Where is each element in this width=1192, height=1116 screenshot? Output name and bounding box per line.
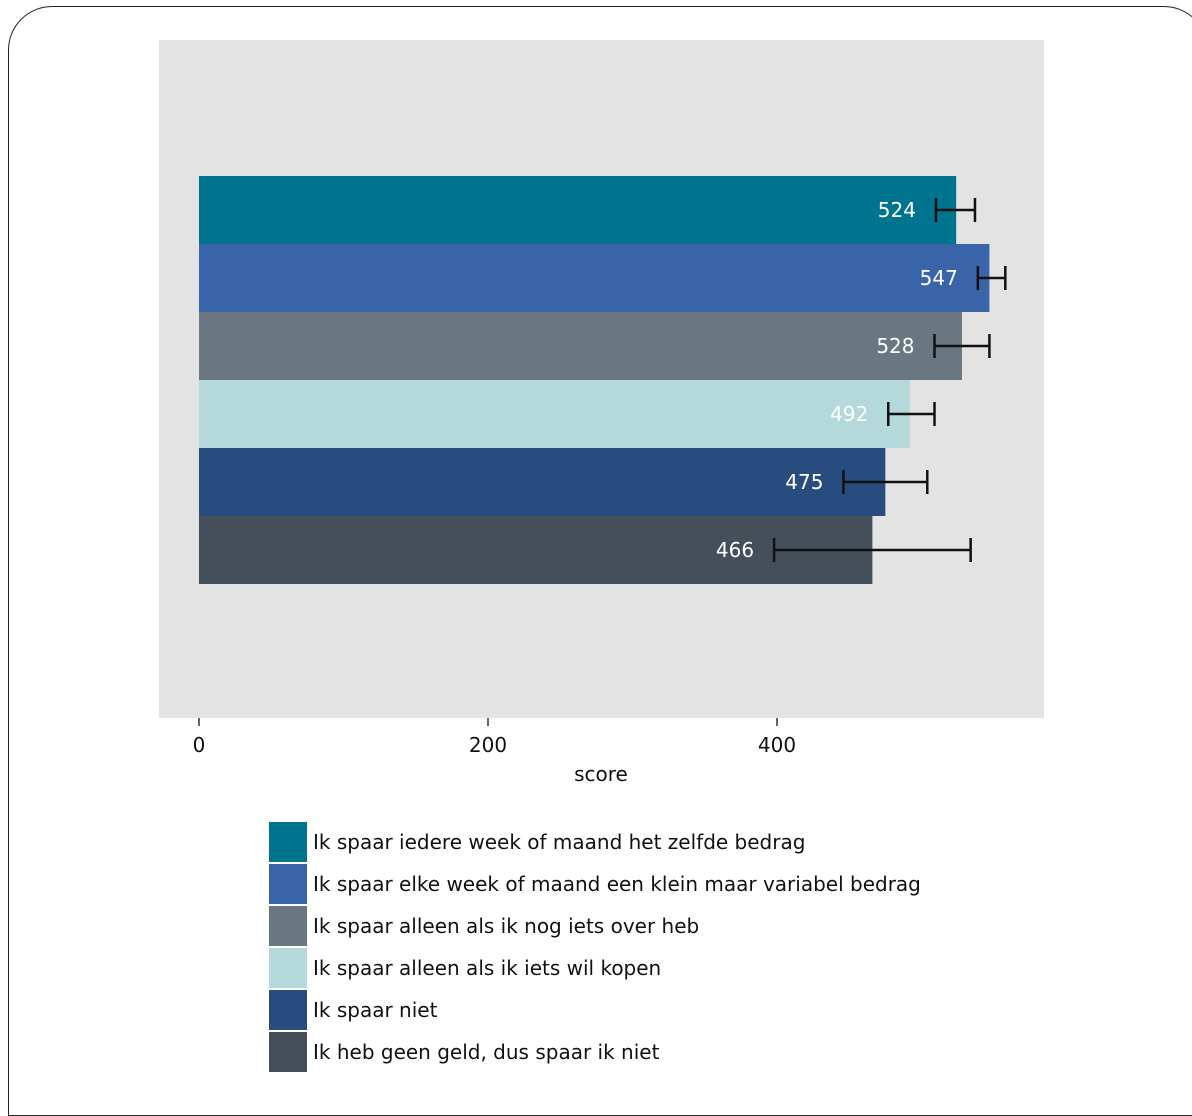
value-label-5: 475 [785, 470, 823, 494]
bar-4 [199, 380, 910, 448]
error-bar-3 [933, 334, 991, 358]
legend-label-4: Ik spaar alleen als ik iets wil kopen [313, 956, 662, 980]
legend-label-5: Ik spaar niet [313, 998, 438, 1022]
bar-6 [199, 516, 873, 584]
error-bar-1 [934, 198, 977, 222]
legend-swatch-5 [269, 990, 307, 1030]
legend-swatch-2 [269, 864, 307, 904]
error-bar-5 [842, 470, 929, 494]
x-axis-label: score [574, 762, 628, 786]
error-bar-2 [976, 266, 1007, 290]
legend-label-2: Ik spaar elke week of maand een klein ma… [313, 872, 921, 896]
bar-1 [199, 176, 957, 244]
x-tick-label-1: 0 [193, 733, 206, 757]
legend-label-6: Ik heb geen geld, dus spaar ik niet [313, 1040, 660, 1064]
x-tick-label-2: 200 [469, 733, 507, 757]
value-label-4: 492 [830, 402, 868, 426]
error-bar-6 [772, 538, 972, 562]
legend-label-3: Ik spaar alleen als ik nog iets over heb [313, 914, 700, 938]
value-label-6: 466 [716, 538, 754, 562]
bar-5 [199, 448, 886, 516]
value-label-3: 528 [876, 334, 914, 358]
bar-3 [199, 312, 962, 380]
legend-swatch-6 [269, 1032, 307, 1072]
legend-label-1: Ik spaar iedere week of maand het zelfde… [313, 830, 806, 854]
bar-2 [199, 244, 990, 312]
bar-chart: 524 547 528 492 475 466 0 200 400 score [159, 40, 1044, 786]
value-label-1: 524 [878, 198, 916, 222]
legend-swatch-3 [269, 906, 307, 946]
x-tick-label-3: 400 [758, 733, 796, 757]
error-bar-4 [887, 402, 936, 426]
value-label-2: 547 [920, 266, 958, 290]
legend-swatch-4 [269, 948, 307, 988]
legend-swatch-1 [269, 822, 307, 862]
